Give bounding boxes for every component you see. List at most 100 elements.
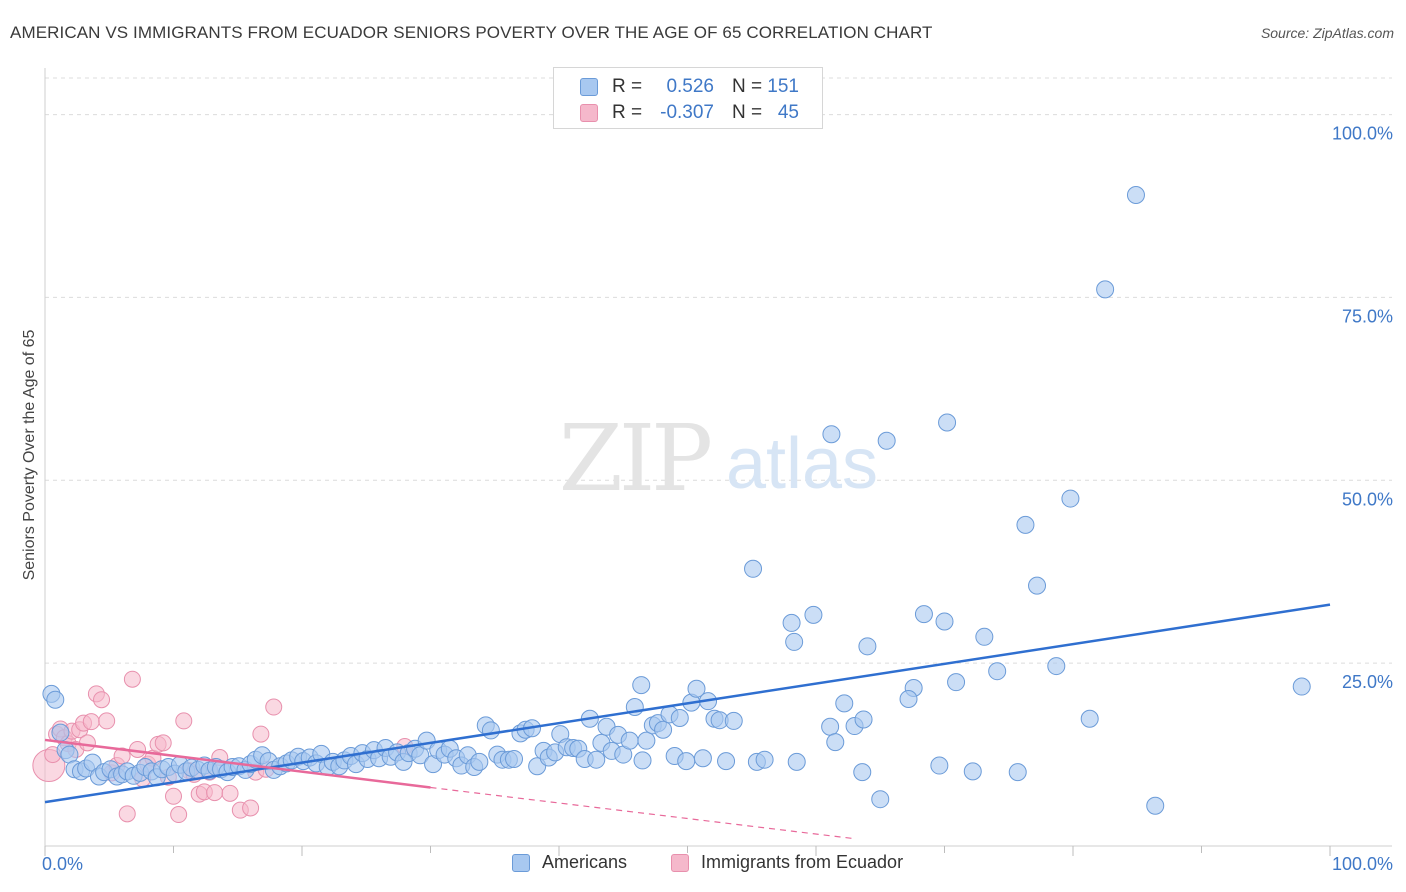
americans-point bbox=[787, 752, 806, 771]
americans-point bbox=[1047, 657, 1066, 676]
americans-point bbox=[785, 632, 804, 651]
americans-point bbox=[717, 752, 736, 771]
americans-point bbox=[1016, 515, 1035, 534]
americans-point bbox=[914, 605, 933, 624]
axes bbox=[44, 68, 1392, 856]
r-value: -0.307 bbox=[660, 102, 714, 123]
immigrants-point bbox=[154, 734, 172, 752]
americans-point bbox=[975, 627, 994, 646]
watermark-atlas: atlas bbox=[726, 424, 878, 504]
americans-point bbox=[822, 425, 841, 444]
americans-point bbox=[1080, 709, 1099, 728]
americans-point bbox=[947, 673, 966, 692]
americans-point bbox=[670, 709, 689, 727]
y-tick-label: 100.0% bbox=[1332, 124, 1393, 144]
americans-point bbox=[505, 749, 524, 768]
immigrants-point bbox=[93, 691, 111, 709]
americans-point bbox=[1096, 280, 1115, 299]
americans-point bbox=[858, 637, 877, 656]
americans-point bbox=[1146, 796, 1165, 815]
americans-point bbox=[620, 731, 639, 750]
legend-row-americans: R = 0.526 N = 151 bbox=[554, 75, 822, 101]
immigrants-legend-label: Immigrants from Ecuador bbox=[701, 852, 904, 872]
watermark-zip: ZIP bbox=[559, 405, 710, 512]
immigrants-legend-swatch bbox=[671, 854, 689, 872]
americans-point bbox=[724, 711, 743, 730]
tick-labels: 25.0% 50.0% 75.0% 100.0% 0.0% 100.0% bbox=[42, 124, 1393, 874]
n-label: N = bbox=[732, 102, 763, 123]
americans-point bbox=[963, 762, 982, 781]
americans-point bbox=[835, 694, 854, 713]
series-legend: Americans Immigrants from Ecuador bbox=[0, 852, 1406, 876]
americans-point bbox=[744, 559, 763, 578]
americans-point bbox=[930, 756, 949, 775]
n-value: 151 bbox=[767, 76, 799, 97]
trend-lines bbox=[44, 603, 1331, 840]
americans-point bbox=[1126, 186, 1145, 205]
americans-point bbox=[854, 710, 873, 729]
x-tick-label-max: 100.0% bbox=[1332, 854, 1393, 874]
americans-trend-line bbox=[44, 603, 1331, 804]
americans-point bbox=[804, 605, 823, 624]
americans-point bbox=[1061, 489, 1080, 508]
americans-point bbox=[470, 752, 489, 771]
americans-point bbox=[637, 731, 656, 750]
americans-point bbox=[826, 733, 845, 752]
source-label: Source: ZipAtlas.com bbox=[1260, 25, 1394, 41]
legend-row-immigrants: R = -0.307 N = 45 bbox=[554, 101, 822, 127]
americans-point bbox=[782, 613, 801, 632]
immigrants-point bbox=[118, 805, 136, 823]
americans-point bbox=[853, 763, 872, 782]
immigrants-point bbox=[242, 799, 260, 817]
americans-point bbox=[899, 689, 918, 708]
immigrants-point bbox=[123, 670, 141, 688]
americans-point bbox=[877, 431, 896, 450]
watermark: ZIP atlas bbox=[559, 405, 878, 512]
americans-point bbox=[632, 676, 651, 695]
americans-point bbox=[587, 750, 606, 769]
americans-legend-swatch bbox=[512, 854, 530, 872]
x-tick-label-min: 0.0% bbox=[42, 854, 83, 874]
immigrants-point bbox=[175, 712, 193, 730]
immigrants-trend-line bbox=[44, 738, 431, 789]
immigrants-point bbox=[165, 787, 182, 805]
americans-point bbox=[46, 690, 65, 709]
americans-point bbox=[755, 750, 774, 769]
americans-point bbox=[687, 679, 706, 698]
immigrants-points bbox=[32, 670, 414, 824]
americans-point bbox=[654, 720, 673, 739]
americans-swatch bbox=[580, 78, 598, 96]
y-tick-label: 50.0% bbox=[1342, 489, 1393, 509]
americans-point bbox=[871, 790, 890, 809]
americans-point bbox=[935, 612, 954, 631]
n-label: N = bbox=[732, 76, 763, 97]
americans-point bbox=[821, 717, 840, 736]
americans-point bbox=[677, 752, 696, 771]
americans-legend-label: Americans bbox=[542, 852, 628, 872]
gridlines bbox=[45, 77, 1392, 664]
y-tick-label: 75.0% bbox=[1342, 306, 1393, 326]
immigrants-swatch bbox=[580, 104, 598, 122]
americans-point bbox=[1292, 677, 1311, 696]
immigrants-point bbox=[252, 725, 270, 743]
immigrants-point bbox=[78, 734, 96, 752]
r-label: R = bbox=[612, 102, 643, 123]
immigrants-point bbox=[265, 698, 283, 716]
immigrants-point bbox=[221, 784, 239, 802]
americans-point bbox=[1008, 763, 1027, 782]
immigrants-point bbox=[82, 713, 100, 731]
y-tick-label: 25.0% bbox=[1342, 672, 1393, 692]
americans-points bbox=[42, 186, 1311, 815]
r-label: R = bbox=[612, 76, 643, 97]
americans-point bbox=[938, 413, 957, 432]
americans-point bbox=[1028, 576, 1047, 595]
immigrants-point bbox=[206, 784, 224, 802]
immigrants-point bbox=[170, 806, 188, 824]
immigrants-trend-extension bbox=[430, 786, 855, 840]
americans-point bbox=[51, 723, 70, 742]
americans-point bbox=[481, 721, 500, 740]
americans-point bbox=[988, 662, 1007, 681]
chart-title: AMERICAN VS IMMIGRANTS FROM ECUADOR SENI… bbox=[10, 23, 933, 42]
americans-point bbox=[693, 749, 712, 768]
